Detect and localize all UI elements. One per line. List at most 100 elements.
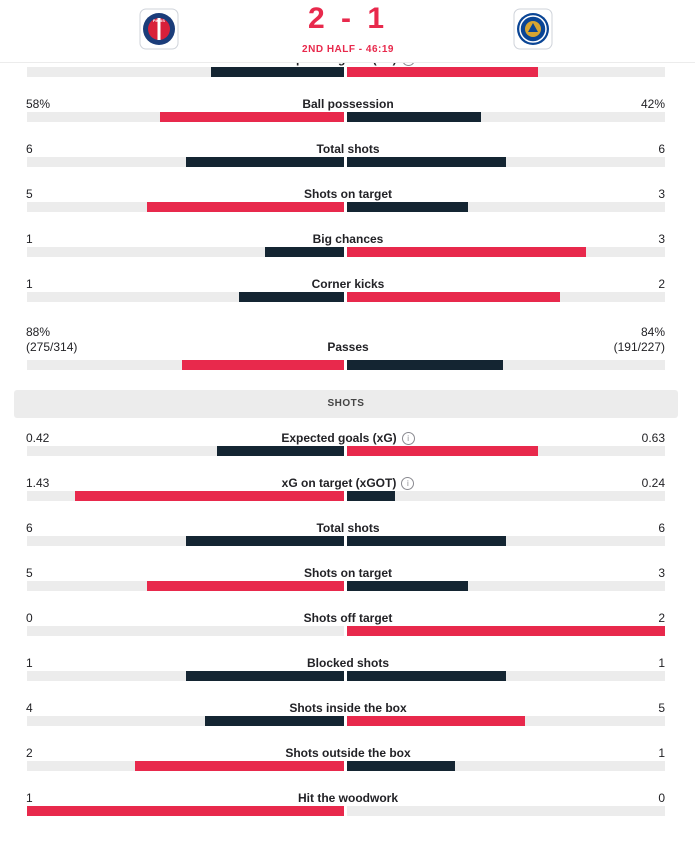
overview-big-chances-row: 1 Big chances 3 bbox=[0, 232, 695, 277]
stat-label: Total shots bbox=[178, 521, 518, 536]
home-bar bbox=[147, 202, 344, 212]
home-bar-track bbox=[27, 581, 344, 591]
stat-label-text: Blocked shots bbox=[306, 656, 390, 670]
shots-section-header: SHOTS bbox=[14, 390, 678, 418]
stat-label: Shots on target bbox=[178, 187, 518, 202]
stat-label-text: Big chances bbox=[312, 232, 384, 246]
home-value: 58% bbox=[26, 97, 50, 112]
away-value-text: 6 bbox=[658, 142, 665, 156]
away-bar bbox=[347, 581, 468, 591]
stat-label-text: Passes bbox=[327, 340, 369, 354]
overview-corner-kicks-row: 1 Corner kicks 2 bbox=[0, 277, 695, 322]
overview-passes-row: 88% (275/314) Passes 84% (191/227) bbox=[0, 325, 695, 385]
away-bar bbox=[347, 112, 481, 122]
away-bar-track bbox=[347, 202, 665, 212]
away-value: 2 bbox=[658, 277, 665, 292]
home-value: 1 bbox=[26, 277, 33, 292]
home-bar bbox=[134, 761, 344, 771]
away-value: 6 bbox=[658, 521, 665, 536]
home-bar bbox=[217, 446, 344, 456]
away-bar-track bbox=[347, 761, 665, 771]
home-value-text: 1 bbox=[26, 277, 33, 291]
shots-blocked-shots-row: 1 Blocked shots 1 bbox=[0, 656, 695, 701]
chelsea-crest-icon[interactable] bbox=[513, 8, 553, 50]
away-value-text: 0 bbox=[658, 791, 665, 805]
away-bar-track bbox=[347, 67, 665, 77]
svg-text:PARIS: PARIS bbox=[153, 18, 165, 23]
home-value-text: 1 bbox=[26, 656, 33, 670]
away-bar bbox=[347, 671, 506, 681]
away-bar bbox=[347, 716, 526, 726]
away-value-text: 6 bbox=[658, 521, 665, 535]
away-bar bbox=[347, 202, 468, 212]
away-bar bbox=[347, 292, 561, 302]
stat-label: Big chances bbox=[178, 232, 518, 247]
away-value: 3 bbox=[658, 566, 665, 581]
shots-hit-the-woodwork-row: 1 Hit the woodwork 0 bbox=[0, 791, 695, 836]
home-value: 5 bbox=[26, 566, 33, 581]
stat-label-text: Hit the woodwork bbox=[298, 791, 398, 805]
shots-total-shots-row: 6 Total shots 6 bbox=[0, 521, 695, 566]
away-bar-track bbox=[347, 671, 665, 681]
home-bar-track bbox=[27, 202, 344, 212]
home-bar bbox=[74, 491, 344, 501]
home-bar-track bbox=[27, 806, 344, 816]
away-bar-track bbox=[347, 112, 665, 122]
home-bar bbox=[204, 716, 344, 726]
shots-expected-goals-xg-row: 0.42 Expected goals (xG) i 0.63 bbox=[0, 431, 695, 476]
stat-label: Total shots bbox=[178, 142, 518, 157]
away-value: 3 bbox=[658, 232, 665, 247]
home-bar bbox=[185, 536, 344, 546]
shots-shots-off-target-row: 0 Shots off target 2 bbox=[0, 611, 695, 656]
home-bar bbox=[160, 112, 344, 122]
stat-label-text: Total shots bbox=[316, 142, 380, 156]
home-value-text: 5 bbox=[26, 566, 33, 580]
home-bar-track bbox=[27, 446, 344, 456]
away-value-text: 2 bbox=[658, 277, 665, 291]
away-value-detail: (191/227) bbox=[613, 340, 665, 354]
info-icon[interactable]: i bbox=[401, 432, 415, 446]
away-bar bbox=[347, 491, 395, 501]
home-bar-track bbox=[27, 292, 344, 302]
home-value-text: 0 bbox=[26, 611, 33, 625]
home-bar-track bbox=[27, 671, 344, 681]
home-bar bbox=[264, 247, 344, 257]
home-bar bbox=[147, 581, 344, 591]
home-value: 1 bbox=[26, 791, 33, 806]
home-bar bbox=[27, 806, 344, 816]
away-bar-track bbox=[347, 536, 665, 546]
stat-label-text: Shots off target bbox=[303, 611, 393, 625]
overview-total-shots-row: 6 Total shots 6 bbox=[0, 142, 695, 187]
home-bar-track bbox=[27, 716, 344, 726]
away-value-text: 42% bbox=[640, 97, 665, 111]
away-value: 0.24 bbox=[642, 476, 665, 491]
match-score: 2 - 1 bbox=[307, 2, 389, 35]
away-value: 42% bbox=[641, 97, 665, 112]
psg-crest-icon[interactable]: PARIS bbox=[139, 8, 179, 50]
away-bar bbox=[347, 536, 506, 546]
home-value: 1 bbox=[26, 656, 33, 671]
away-bar bbox=[347, 626, 665, 636]
home-value-text: 1 bbox=[26, 791, 33, 805]
home-bar bbox=[185, 671, 344, 681]
home-bar-track bbox=[27, 536, 344, 546]
away-bar-track bbox=[347, 157, 665, 167]
home-value-text: 6 bbox=[26, 142, 33, 156]
home-bar bbox=[182, 360, 344, 370]
match-period: 2ND HALF - 46:19 bbox=[302, 44, 394, 55]
stat-label: Corner kicks bbox=[178, 277, 518, 292]
home-value: 6 bbox=[26, 142, 33, 157]
away-value-text: 3 bbox=[658, 566, 665, 580]
home-value-text: 1.43 bbox=[26, 476, 50, 490]
away-value-text: 3 bbox=[658, 187, 665, 201]
home-bar bbox=[239, 292, 344, 302]
home-bar-track bbox=[27, 761, 344, 771]
home-bar bbox=[185, 157, 344, 167]
home-bar-track bbox=[27, 67, 344, 77]
info-icon[interactable]: i bbox=[401, 477, 415, 491]
stat-label-text: Shots on target bbox=[303, 187, 392, 201]
away-bar bbox=[347, 446, 538, 456]
away-bar bbox=[347, 247, 586, 257]
away-value-text: 3 bbox=[658, 232, 665, 246]
home-value-text: 5 bbox=[26, 187, 33, 201]
